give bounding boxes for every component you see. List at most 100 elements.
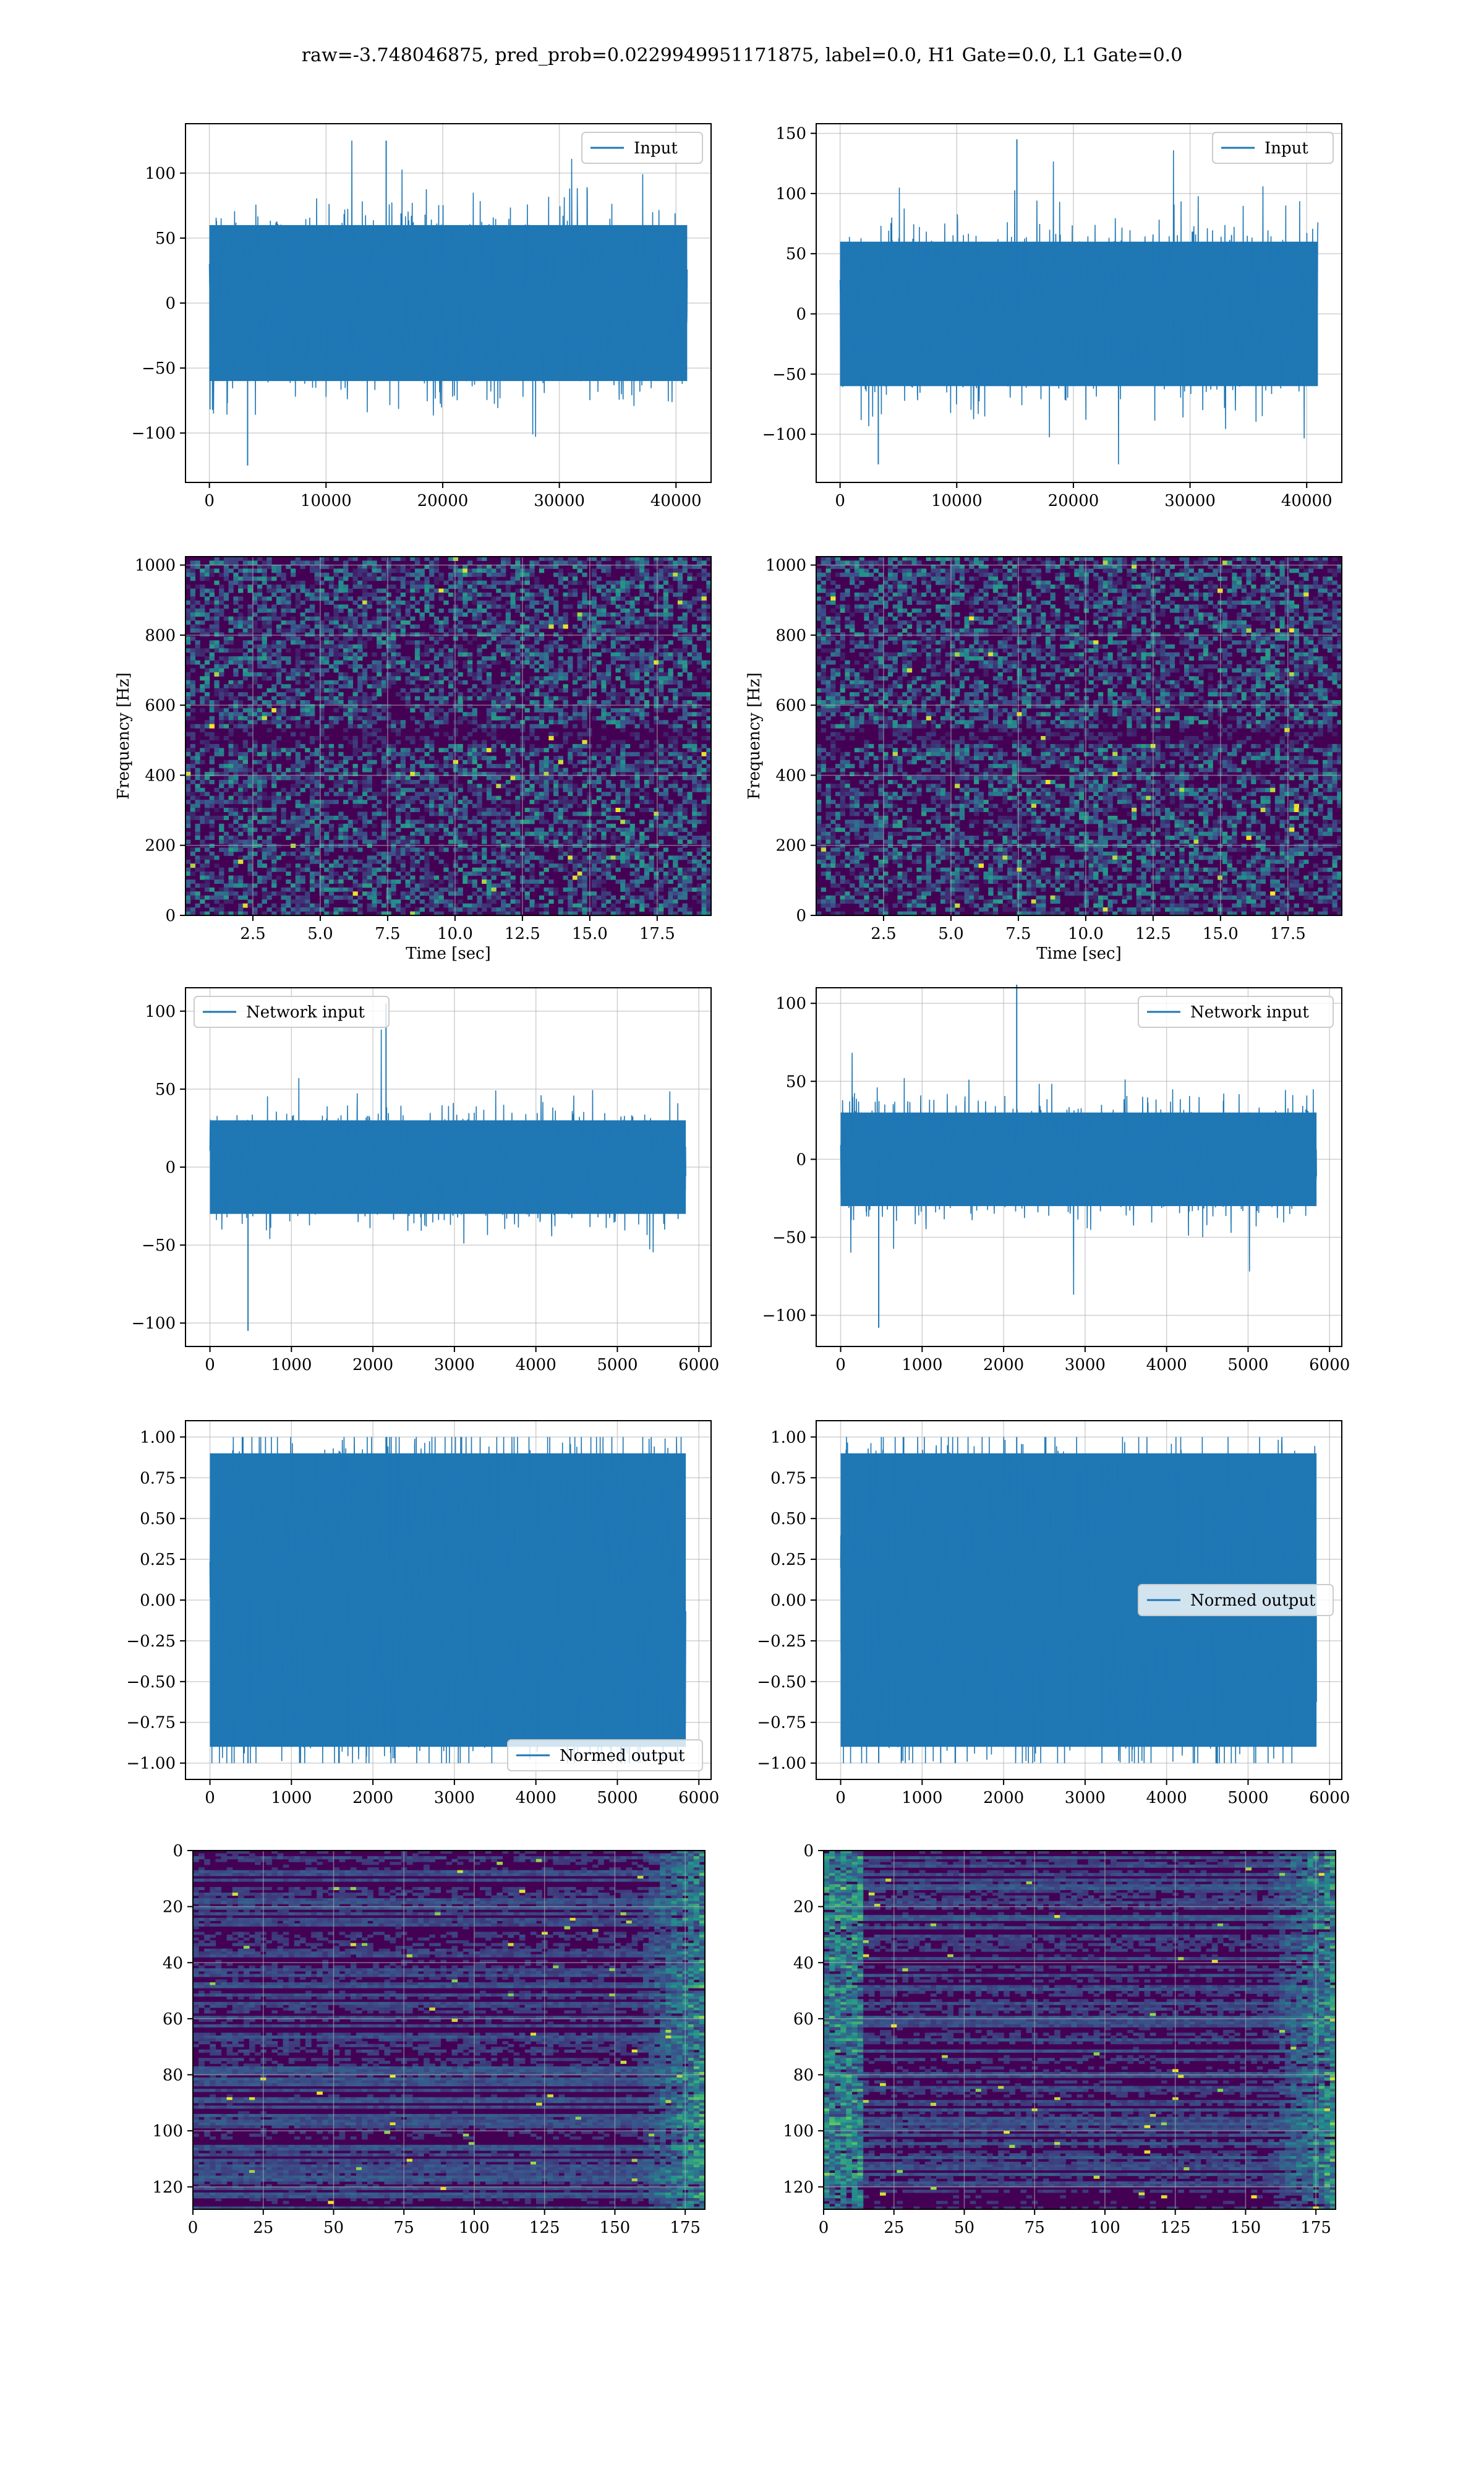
heatmap-cell (357, 584, 362, 589)
heatmap-cell (257, 716, 262, 721)
heatmap-cell (601, 724, 606, 729)
heatmap-cell (271, 684, 276, 688)
heatmap-cell (625, 844, 630, 848)
heatmap-cell (606, 716, 611, 721)
heatmap-cell (687, 876, 692, 880)
heatmap-cell (458, 855, 463, 860)
heatmap-cell (443, 589, 448, 593)
heatmap-cell (238, 784, 243, 788)
heatmap-cell (697, 661, 702, 665)
heatmap-cell (649, 617, 654, 621)
heatmap-cell (463, 768, 467, 773)
heatmap-cell (634, 712, 639, 716)
heatmap-cell (529, 820, 534, 824)
heatmap-cell (271, 844, 276, 848)
heatmap-cell (601, 712, 606, 716)
heatmap-cell (267, 648, 271, 653)
heatmap-cell (525, 684, 530, 688)
heatmap-cell (659, 768, 663, 773)
heatmap-cell (429, 800, 434, 804)
heatmap-cell (205, 847, 210, 852)
heatmap-cell (659, 692, 663, 696)
heatmap-cell (663, 653, 668, 657)
heatmap-cell (406, 632, 411, 636)
heatmap-cell (467, 744, 472, 748)
heatmap-cell (659, 720, 663, 724)
heatmap-cell (501, 824, 506, 828)
heatmap-cell (673, 811, 678, 816)
heatmap-cell (377, 868, 382, 872)
heatmap-cell (291, 672, 296, 677)
heatmap-cell (210, 700, 215, 704)
heatmap-cell (301, 668, 305, 672)
heatmap-cell (573, 860, 578, 864)
heatmap-cell (544, 868, 549, 872)
heatmap-cell (443, 664, 448, 669)
heatmap-cell (702, 855, 707, 860)
heatmap-cell (439, 680, 444, 685)
heatmap-cell (267, 596, 271, 601)
heatmap-cell (487, 732, 492, 737)
heatmap-cell (692, 760, 697, 764)
heatmap-cell (654, 820, 659, 824)
heatmap-cell (659, 573, 663, 577)
heatmap-cell (639, 696, 644, 701)
heatmap-cell (420, 792, 425, 796)
heatmap-cell (534, 828, 539, 832)
heatmap-cell (467, 589, 472, 593)
heatmap-cell (692, 656, 697, 661)
heatmap-cell (467, 596, 472, 601)
heatmap-cell (262, 752, 267, 756)
heatmap-cell (525, 589, 530, 593)
heatmap-cell (634, 676, 639, 680)
heatmap-cell (663, 601, 668, 605)
heatmap-cell (649, 760, 654, 764)
heatmap-cell (463, 593, 467, 597)
heatmap-cell (291, 832, 296, 836)
heatmap-cell (396, 792, 401, 796)
heatmap-cell (597, 680, 602, 685)
heatmap-cell (276, 724, 281, 729)
heatmap-cell (415, 840, 420, 844)
heatmap-cell (501, 581, 506, 585)
heatmap-cell (310, 840, 315, 844)
heatmap-cell (687, 868, 692, 872)
heatmap-cell (553, 748, 558, 752)
heatmap-cell (190, 708, 195, 713)
heatmap-cell (301, 724, 305, 729)
heatmap-cell (305, 632, 310, 636)
heatmap-cell (257, 664, 262, 669)
heatmap-cell (630, 620, 635, 625)
heatmap-cell (702, 811, 707, 816)
heatmap-cell (362, 824, 367, 828)
heatmap-cell (324, 760, 329, 764)
heatmap-cell (243, 740, 248, 744)
heatmap-cell (496, 596, 501, 601)
heatmap-cell (229, 560, 234, 565)
heatmap-cell (611, 581, 616, 585)
heatmap-cell (606, 664, 611, 669)
heatmap-cell (367, 708, 372, 713)
heatmap-cell (692, 800, 697, 804)
heatmap-cell (558, 581, 563, 585)
heatmap-cell (186, 824, 190, 828)
heatmap-cell (305, 852, 310, 856)
heatmap-cell (362, 676, 367, 680)
heatmap-cell (367, 780, 372, 784)
heatmap-cell (639, 664, 644, 669)
heatmap-cell (443, 581, 448, 585)
heatmap-cell (348, 684, 353, 688)
heatmap-cell (644, 557, 649, 561)
heatmap-cell (434, 824, 439, 828)
heatmap-cell (448, 557, 453, 561)
heatmap-cell (606, 811, 611, 816)
heatmap-cell (315, 828, 320, 832)
heatmap-cell (291, 844, 296, 848)
heatmap-cell (343, 824, 348, 828)
heatmap-cell (548, 625, 553, 629)
heatmap-cell (334, 596, 339, 601)
heatmap-cell (611, 620, 616, 625)
heatmap-cell (382, 609, 386, 613)
heatmap-cell (702, 576, 707, 581)
heatmap-cell (406, 800, 411, 804)
